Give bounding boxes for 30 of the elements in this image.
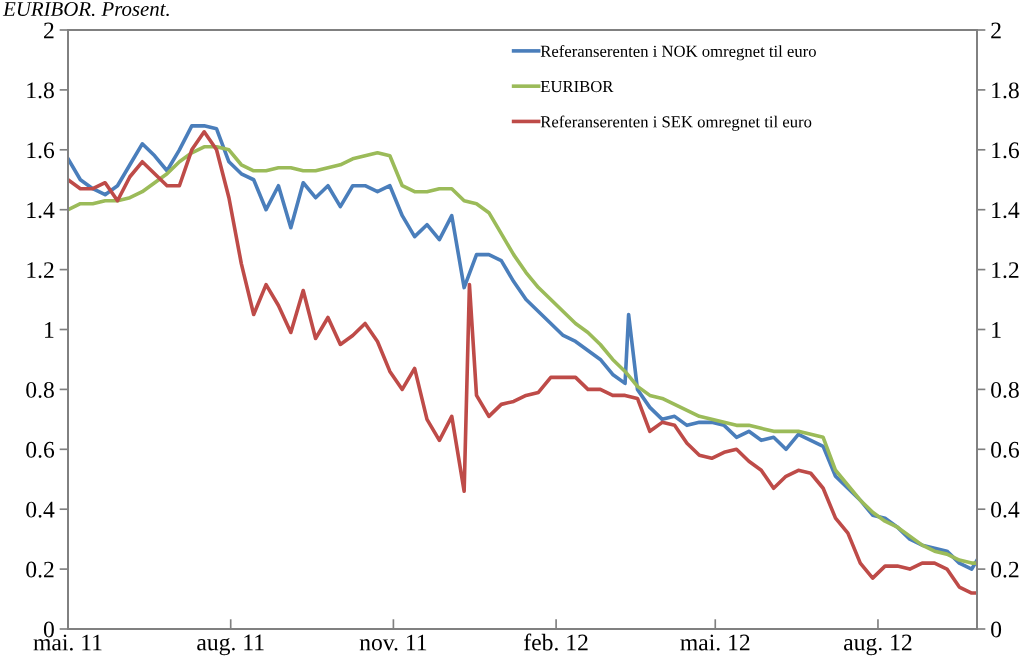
chart-title: EURIBOR. Prosent.	[2, 2, 169, 17]
y2-tick-label: 0	[991, 621, 1002, 638]
y2-tick-label: 0.8	[991, 381, 1019, 398]
y-tick-label: 0.2	[26, 561, 54, 578]
legend-label: EURIBOR	[540, 80, 614, 93]
y-tick-label: 0.6	[26, 441, 55, 458]
y-tick-label: 1.6	[27, 142, 55, 159]
y-tick-label: 2	[44, 22, 54, 39]
y-tick-label: 1	[45, 322, 54, 338]
y-tick-label: 0.4	[26, 501, 55, 518]
y-tick-label: 1.4	[27, 202, 55, 219]
x-tick-label: nov. 11	[359, 634, 427, 651]
legend-label: Referanserenten i SEK omregnet til euro	[540, 115, 812, 131]
y2-tick-label: 1	[992, 322, 1001, 338]
y2-tick-label: 1.6	[992, 142, 1019, 159]
y2-tick-label: 1.8	[992, 82, 1019, 99]
x-tick-label: aug. 12	[844, 634, 912, 656]
y2-tick-label: 1.2	[992, 262, 1019, 279]
legend-label: Referanserenten i NOK omregnet til euro	[540, 45, 816, 61]
x-tick-label: mai. 12	[680, 634, 750, 651]
y2-tick-label: 0.4	[991, 501, 1020, 518]
y2-tick-label: 2	[991, 22, 1001, 39]
y-tick-label: 1.2	[27, 262, 54, 279]
y-tick-label: 1.8	[27, 82, 54, 99]
x-tick-label: aug. 11	[197, 634, 264, 656]
x-tick-label: feb. 12	[524, 633, 588, 651]
y-tick-label: 0.8	[26, 381, 54, 398]
y2-tick-label: 0.2	[991, 561, 1019, 578]
y2-tick-label: 0.6	[991, 441, 1019, 458]
y2-tick-label: 1.4	[992, 202, 1020, 219]
